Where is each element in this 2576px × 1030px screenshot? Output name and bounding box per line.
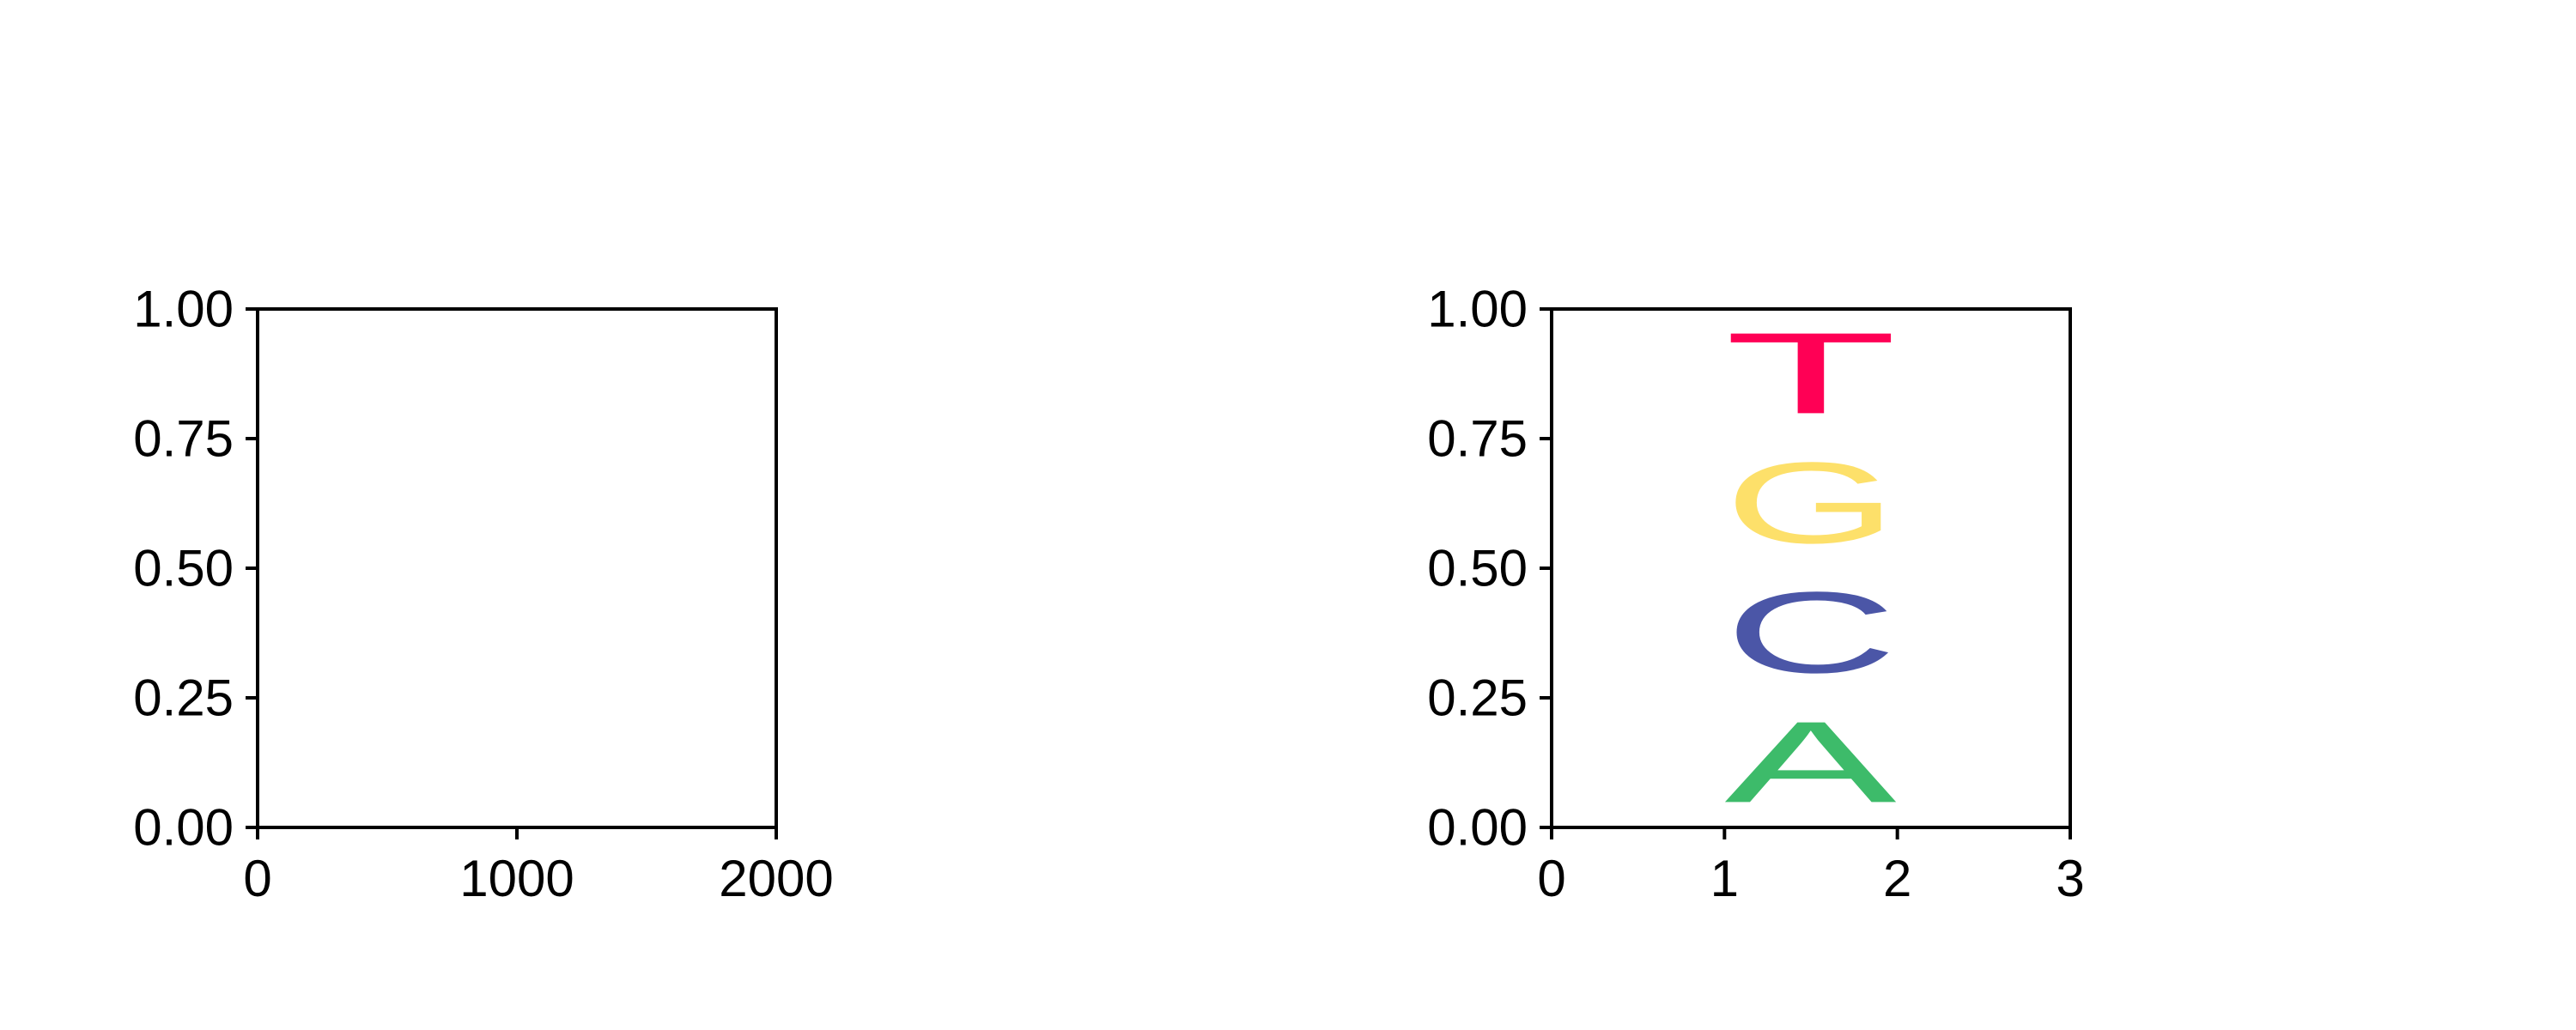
right-x-tick-label: 3 bbox=[2056, 850, 2084, 907]
right-y-tick-label: 0.25 bbox=[1427, 670, 1528, 727]
left-chart-panel: 0.00 0.25 0.50 0.75 1.00 0 1000 2000 bbox=[133, 281, 834, 908]
left-y-tick-label: 0.50 bbox=[133, 540, 234, 597]
right-y-tick-label: 0.50 bbox=[1427, 540, 1528, 597]
logo-letter-a: A bbox=[1724, 698, 1896, 827]
right-y-tick-label: 0.00 bbox=[1427, 799, 1528, 857]
left-axes-frame bbox=[256, 307, 778, 829]
left-x-tick-label: 0 bbox=[243, 850, 271, 907]
left-y-tick-label: 0.00 bbox=[133, 799, 234, 857]
logo-letter-g: G bbox=[1724, 438, 1897, 567]
right-y-tick-label: 0.75 bbox=[1427, 410, 1528, 468]
right-x-tick-label: 1 bbox=[1710, 850, 1739, 907]
left-y-tick-label: 0.25 bbox=[133, 670, 234, 727]
right-x-tick-label: 2 bbox=[1883, 850, 1911, 907]
left-x-tick-label: 2000 bbox=[719, 850, 833, 907]
left-x-tick-label: 1000 bbox=[459, 850, 574, 907]
left-y-tick-label: 1.00 bbox=[133, 281, 234, 338]
left-y-tick-label: 0.75 bbox=[133, 410, 234, 468]
logo-letter-t: T bbox=[1724, 309, 1897, 438]
right-x-tick-label: 0 bbox=[1537, 850, 1565, 907]
logo-letter-c: C bbox=[1724, 568, 1897, 697]
right-y-tick-label: 1.00 bbox=[1427, 281, 1528, 338]
